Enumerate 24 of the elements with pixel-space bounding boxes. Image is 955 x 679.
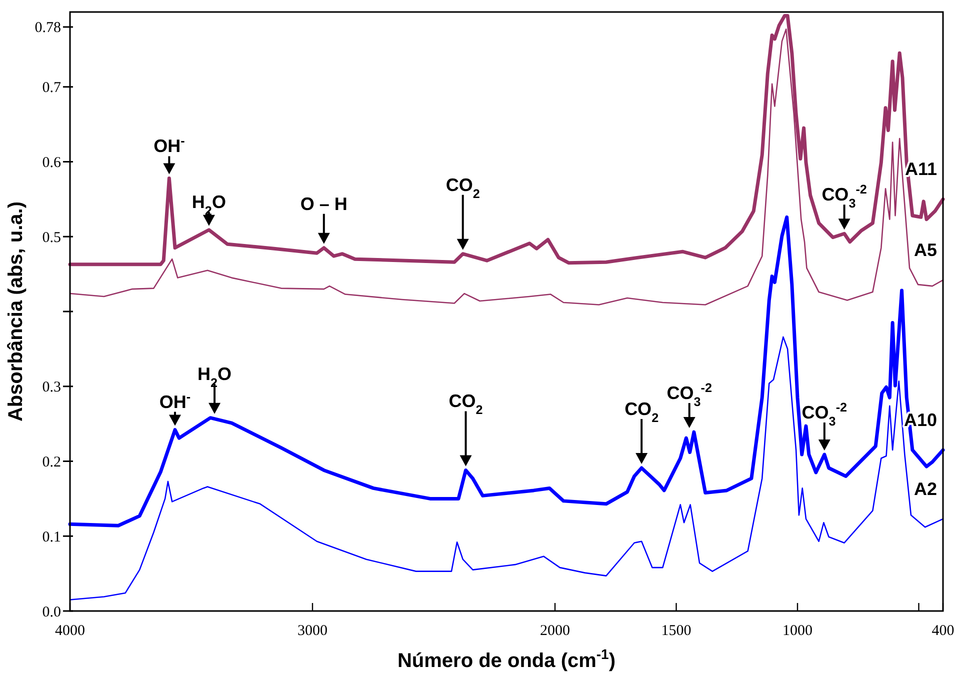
- annotation: CO$_{2}$: [624, 398, 659, 425]
- x-tick-label: 400: [932, 623, 954, 639]
- annotation: CO$_{2}$: [448, 391, 483, 418]
- series-label: A2: [914, 478, 937, 499]
- y-axis-title: Absorbância (abs, u.a.): [5, 201, 27, 422]
- annotation: O – H: [300, 194, 348, 214]
- y-tick-label: 0.0: [42, 604, 61, 620]
- annotation: OH$^{-}$: [154, 134, 185, 156]
- x-tick-label: 4000: [55, 623, 85, 639]
- annotation: OH$^{-}$: [159, 390, 191, 412]
- y-tick-label: 0.5: [42, 230, 61, 246]
- y-tick-label: 0.1: [42, 529, 61, 546]
- y-tick-label: 0.7: [42, 80, 62, 96]
- annotation: CO$_{2}$: [446, 174, 480, 201]
- x-tick-label: 2000: [540, 623, 570, 639]
- x-axis-title: Número de onda (cm$^{-1}$): [397, 646, 616, 672]
- x-tick-label: 1000: [782, 623, 812, 639]
- y-tick-label: 0.2: [42, 454, 61, 470]
- series-label: A5: [914, 240, 937, 260]
- x-tick-label: 1500: [661, 623, 692, 639]
- x-tick-label: 3000: [298, 623, 328, 639]
- y-tick-label: 0.78: [34, 20, 61, 36]
- y-tick-label: 0.3: [42, 380, 61, 396]
- y-tick-label: 0.6: [42, 155, 62, 171]
